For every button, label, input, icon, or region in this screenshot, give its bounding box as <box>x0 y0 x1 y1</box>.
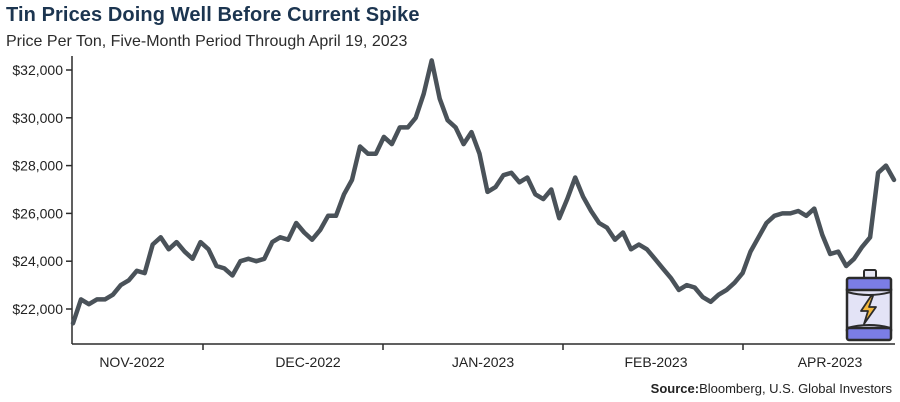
y-tick-label: $24,000 <box>12 253 63 269</box>
x-tick-label: JAN-2023 <box>452 354 514 370</box>
x-tick-label: APR-2023 <box>798 354 863 370</box>
chart-title: Tin Prices Doing Well Before Current Spi… <box>6 4 420 26</box>
battery-charge-icon <box>845 269 893 342</box>
x-tick-label: NOV-2022 <box>99 354 165 370</box>
x-axis-ticks: NOV-2022 DEC-2022 JAN-2023 FEB-2023 APR-2023 <box>99 344 863 370</box>
source-label: Source: <box>650 381 700 396</box>
y-tick-label: $32,000 <box>12 62 63 78</box>
x-tick-label: FEB-2023 <box>624 354 687 370</box>
series-line <box>70 58 897 326</box>
source-text: Bloomberg, U.S. Global Investors <box>699 381 892 396</box>
y-tick-label: $26,000 <box>12 205 63 221</box>
source-note: Source:Bloomberg, U.S. Global Investors <box>651 381 892 396</box>
y-axis-ticks: $22,000 $24,000 $26,000 $28,000 $30,000 $32,0… <box>12 62 72 317</box>
chart-subtitle: Price Per Ton, Five-Month Period Through… <box>6 33 408 50</box>
y-tick-label: $22,000 <box>12 301 63 317</box>
x-tick-label: DEC-2022 <box>275 354 341 370</box>
axes <box>71 56 895 345</box>
y-tick-label: $30,000 <box>12 110 63 126</box>
y-tick-label: $28,000 <box>12 158 63 174</box>
